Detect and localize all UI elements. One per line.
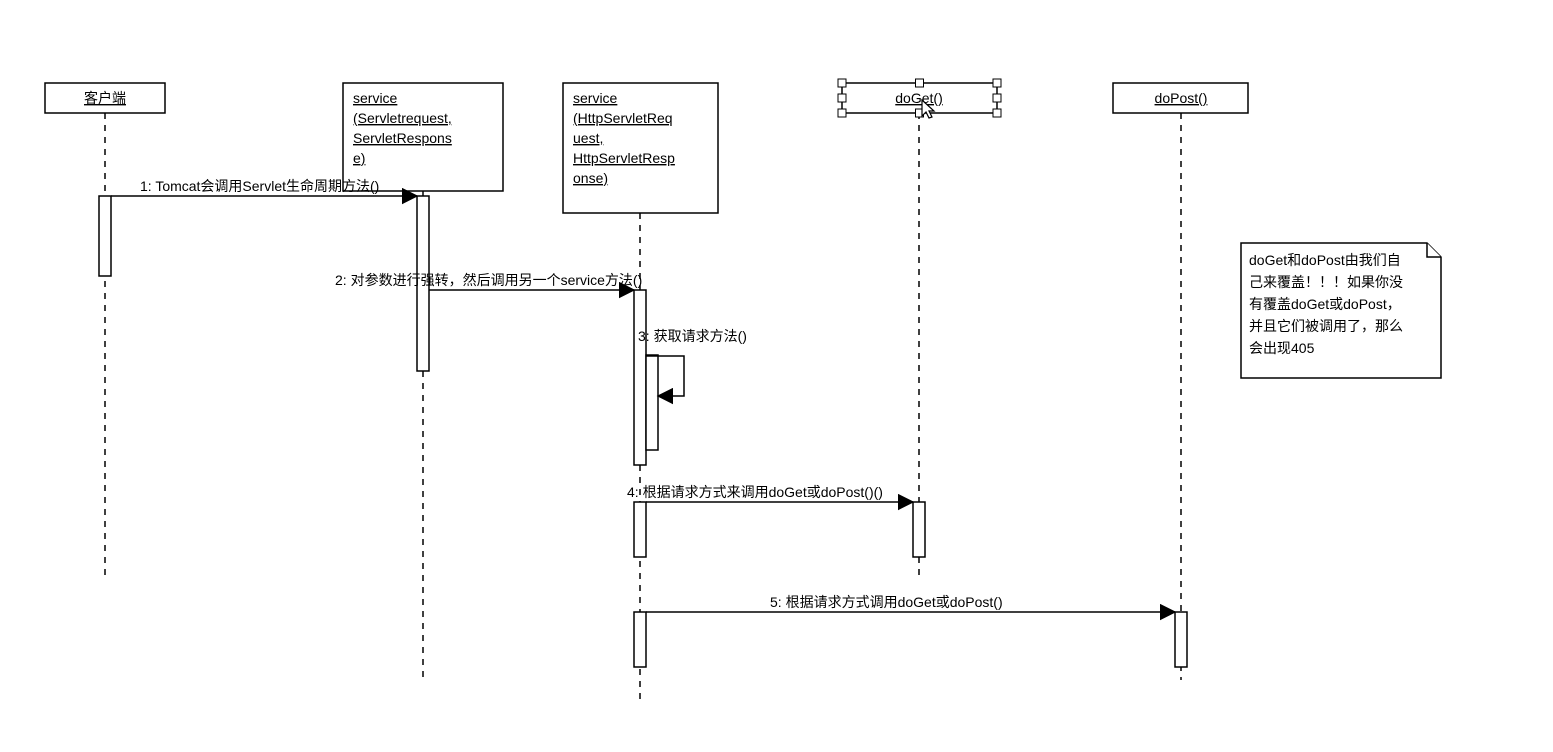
note-text-line: 己来覆盖！！！如果你没 [1249,274,1403,290]
message-4: 4: 根据请求方式来调用doGet或doPost()() [627,484,913,502]
message-label: 4: 根据请求方式来调用doGet或doPost()() [627,484,883,500]
lifeline-label: e) [353,150,365,166]
message-2: 2: 对参数进行强转，然后调用另一个service方法() [335,272,642,290]
selection-handle[interactable] [993,94,1001,102]
selection-handle[interactable] [916,79,924,87]
activation-bar[interactable]: service2 [634,502,646,557]
selection-handle[interactable] [838,109,846,117]
lifeline-label: (HttpServletReq [573,110,673,126]
lifeline-doPost: doPost() [1113,83,1248,680]
lifeline-label: doPost() [1155,90,1208,106]
selection-handle[interactable] [993,79,1001,87]
message-5: 5: 根据请求方式调用doGet或doPost() [646,594,1175,612]
lifeline-client: 客户端 [45,83,165,580]
message-label: 5: 根据请求方式调用doGet或doPost() [770,594,1003,610]
lifeline-label: HttpServletResp [573,150,675,166]
lifeline-service1: service (Servletrequest, ServletRespons e) [343,83,503,680]
activation-bar[interactable]: doPost [1175,612,1187,667]
lifeline-label: service [353,90,398,106]
activation-bar[interactable]: doGet [913,502,925,557]
note-text-line: 并且它们被调用了，那么 [1249,318,1403,334]
sequence-diagram: 客户端 service (Servletrequest, ServletRespons… [0,0,1553,752]
selection-handle[interactable] [838,94,846,102]
activation-bar[interactable]: client [99,196,111,276]
message-label: 1: Tomcat会调用Servlet生命周期方法() [140,178,379,194]
message-label: 2: 对参数进行强转，然后调用另一个service方法() [335,272,642,288]
message-1: 1: Tomcat会调用Servlet生命周期方法() [111,178,417,196]
selection-handle[interactable] [838,79,846,87]
lifeline-label: ServletRespons [353,130,452,146]
selection-handle[interactable] [993,109,1001,117]
lifeline-label: onse) [573,170,608,186]
message-label: 3: 获取请求方法() [638,328,747,344]
lifeline-label: (Servletrequest, [353,110,452,126]
activation-bar[interactable]: service2 [634,290,646,465]
lifeline-label: doGet() [895,90,942,106]
lifeline-label: uest, [573,130,603,146]
activation-bar[interactable]: service2 [634,612,646,667]
lifeline-label: 客户端 [84,90,126,106]
note-text-line: doGet和doPost由我们自 [1249,252,1401,268]
note-text-line: 有覆盖doGet或doPost， [1249,296,1401,312]
lifeline-label: service [573,90,618,106]
note-text-line: 会出现405 [1249,340,1315,356]
activation-bar[interactable]: service2 [646,355,658,450]
